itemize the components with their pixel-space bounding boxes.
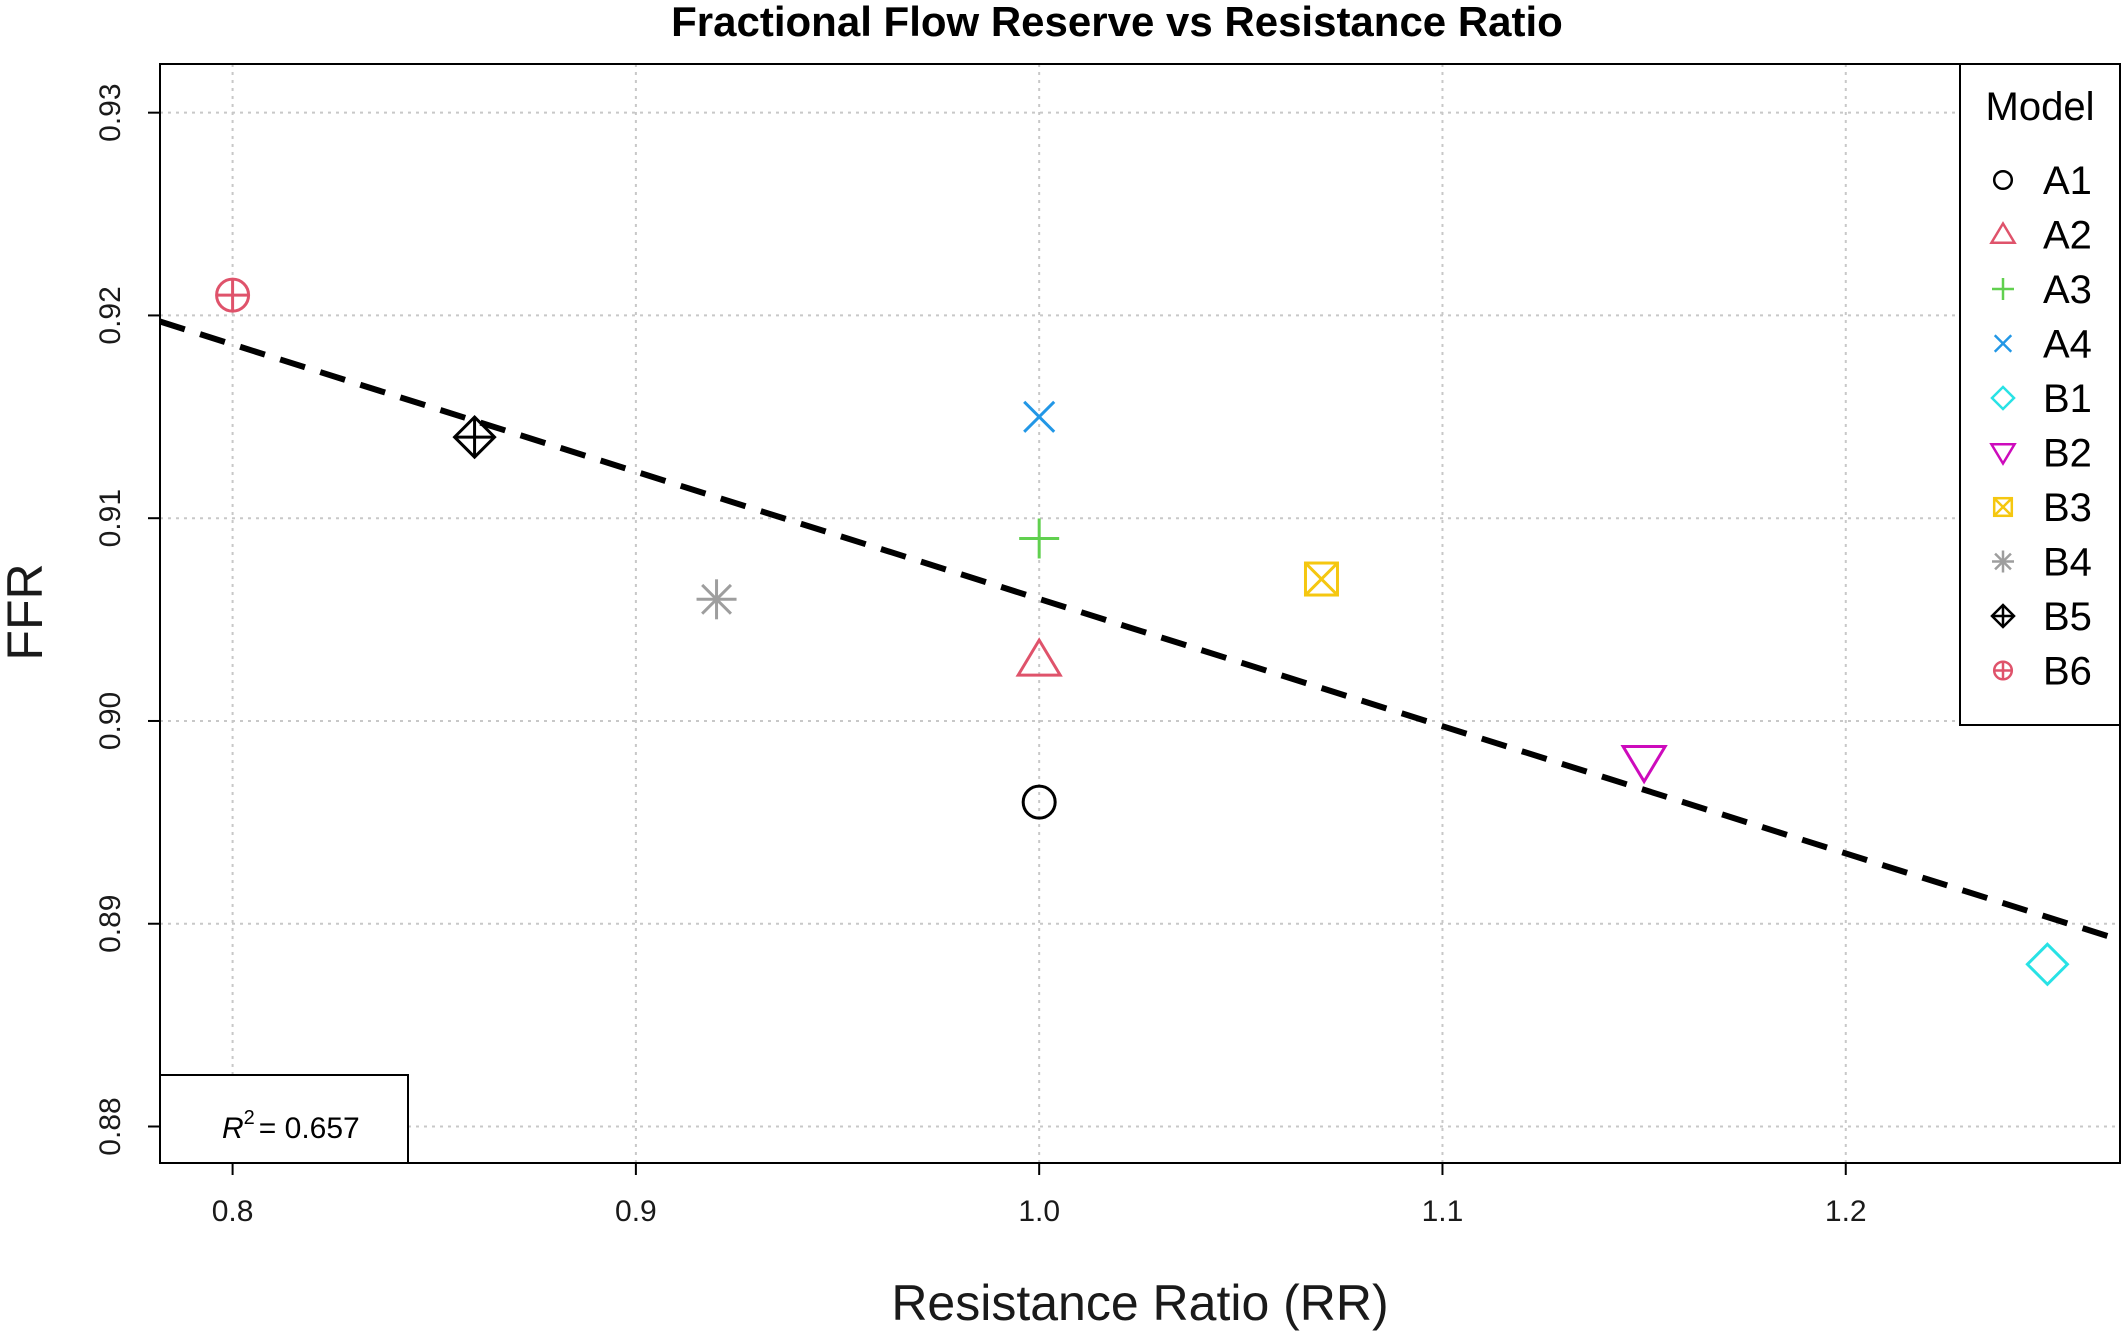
y-axis-title: FFR [0,563,53,660]
data-point-a3 [1019,518,1060,559]
data-point-b2 [1620,745,1668,785]
legend-label: B3 [2043,486,2092,530]
legend-label: A4 [2043,323,2092,367]
legend-marker [1992,169,2014,191]
legend-title: Model [1986,85,2095,129]
legend-label: A2 [2043,214,2092,258]
legend-marker [1990,603,2016,629]
legend-label: A1 [2043,159,2092,203]
legend-label: B6 [2043,650,2092,694]
legend-item-a3: A3 [1992,268,2092,312]
x-axis-title: Resistance Ratio (RR) [891,1275,1388,1331]
x-tick-label: 1.0 [1018,1195,1060,1228]
legend-label: B5 [2043,595,2092,639]
legend-marker [1992,550,2014,573]
data-point-b4 [696,579,737,620]
x-tick-label: 0.8 [212,1195,254,1228]
r2-value: = 0.657 [259,1112,360,1145]
r2-box [159,1074,409,1164]
r2-label: R2 = 0.657 [222,1107,360,1145]
legend-item-a2: A2 [1989,214,2092,258]
legend-item-b5: B5 [1990,595,2092,639]
legend-marker [1992,660,2014,681]
data-point-a4 [1023,400,1056,433]
x-tick-label: 0.9 [615,1195,657,1228]
y-tick-label: 0.89 [94,895,127,953]
legend-box [1959,63,2121,726]
y-tick-label: 0.91 [94,489,127,547]
legend-item-b4: B4 [1992,541,2092,585]
legend-marker [1990,385,2016,411]
legend-marker [1992,496,2014,518]
data-point-a2 [1015,637,1063,677]
data-point-a1 [1021,784,1057,820]
chart-title: Fractional Flow Reserve vs Resistance Ra… [671,0,1563,45]
r2-symbol: R [222,1112,244,1145]
plot-frame [159,63,2121,1164]
y-tick-label: 0.88 [94,1097,127,1155]
y-tick-label: 0.93 [94,83,127,141]
legend-label: A3 [2043,268,2092,312]
data-points [215,277,2070,987]
data-point-b6 [215,277,251,313]
data-point-b5 [452,414,497,460]
data-point-b3 [1303,561,1339,597]
legend-marker [1992,278,2014,300]
x-tick-label: 1.1 [1422,1195,1464,1228]
axes: 0.8 0.9 1.0 1.1 1.2 0.88 0.89 0.90 0.91 0.92 0.93 [94,83,1867,1228]
legend-label: B1 [2043,377,2092,421]
legend-item-a4: A4 [1993,323,2092,367]
legend-marker [1989,443,2017,466]
regression-line [159,318,2121,943]
legend-item-b6: B6 [1992,650,2092,694]
legend-marker [1989,221,2017,244]
legend-label: B4 [2043,541,2092,585]
legend-item-b1: B1 [1990,377,2092,421]
grid-lines [160,64,2120,1163]
legend-item-a1: A1 [1992,159,2092,203]
legend-label: B2 [2043,432,2092,476]
legend-item-b2: B2 [1989,432,2092,476]
r2-superscript: 2 [244,1107,255,1129]
trendline-layer [159,318,2121,943]
legend-marker [1993,334,2013,353]
legend-item-b3: B3 [1992,486,2092,530]
y-tick-label: 0.92 [94,286,127,344]
legend: Model A1 A2 A3 A4 B1 B2 B3 B4 B5 B6 [1959,63,2121,726]
y-tick-label: 0.90 [94,692,127,750]
data-point-b1 [2025,942,2070,987]
r2-annotation: R2 = 0.657 [159,1074,409,1164]
legend-items: A1 A2 A3 A4 B1 B2 B3 B4 B5 B6 [1989,159,2092,694]
x-tick-label: 1.2 [1825,1195,1867,1228]
